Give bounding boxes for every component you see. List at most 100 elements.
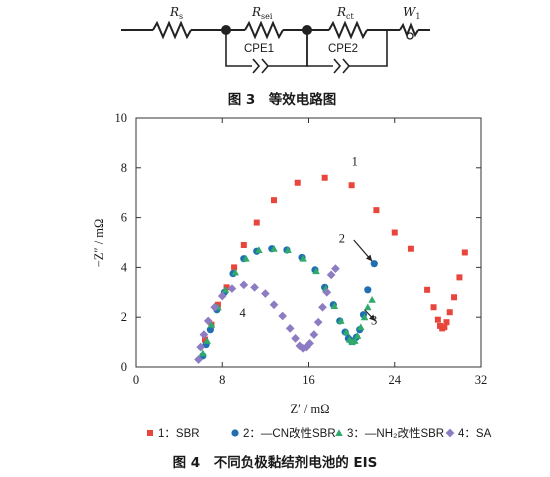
data-point-series-3 xyxy=(330,302,339,309)
plot-frame xyxy=(135,117,482,368)
legend: 1：SBR 2：—CN改性SBR 3：—NH₂改性SBR 4：SA xyxy=(147,426,492,440)
y-tick-label: 0 xyxy=(121,360,127,374)
resistor-rsei xyxy=(244,20,284,40)
data-point-series-3 xyxy=(231,268,239,276)
label-w1: W1 xyxy=(403,5,420,21)
data-point-series-3 xyxy=(221,286,230,293)
legend-label-4: 4：SA xyxy=(458,428,492,440)
annotation-4: 4 xyxy=(240,306,247,320)
data-point-series-3 xyxy=(364,303,372,311)
series-1 xyxy=(202,174,468,343)
y-tick-label: 4 xyxy=(121,260,128,274)
legend-label-2: 2：—CN改性SBR xyxy=(243,426,336,440)
data-point-series-1 xyxy=(202,336,208,343)
resistor-rs xyxy=(152,20,192,40)
data-point-series-2 xyxy=(364,286,372,294)
data-point-series-3 xyxy=(284,246,292,253)
legend-marker-3 xyxy=(335,429,343,436)
x-axis: 0 8 16 24 32 xyxy=(133,118,487,387)
equivalent-circuit: Rs Rsei Rct W1 CPE1 CPE2 xyxy=(121,5,430,74)
data-point-series-4 xyxy=(217,291,227,301)
data-point-series-1 xyxy=(253,219,260,226)
data-point-series-1 xyxy=(348,182,355,189)
annotation-3: 3 xyxy=(371,314,377,328)
data-point-series-3 xyxy=(255,246,263,253)
y-axis: 0 2 4 6 8 10 xyxy=(115,111,481,374)
data-point-series-1 xyxy=(456,274,463,281)
data-point-series-1 xyxy=(451,294,458,301)
data-point-series-3 xyxy=(270,244,278,252)
label-rsei: Rsei xyxy=(251,5,273,21)
data-point-series-3 xyxy=(351,337,359,344)
y-tick-label: 10 xyxy=(115,111,128,125)
figure4-caption: 图 4 不同负极黏结剂电池的 EIS xyxy=(173,454,378,471)
figure3-caption: 图 3 等效电路图 xyxy=(228,91,337,108)
legend-item-3: 3：—NH₂改性SBR xyxy=(335,426,444,440)
data-point-series-4 xyxy=(194,355,203,364)
resistor-rct xyxy=(328,20,368,40)
data-point-series-1 xyxy=(223,284,230,291)
cpe2-plate-1 xyxy=(333,58,342,74)
annotation-3-arrowhead xyxy=(369,314,376,321)
data-point-series-1 xyxy=(391,229,398,236)
legend-marker-4 xyxy=(445,428,455,438)
data-point-series-4 xyxy=(285,324,295,333)
legend-marker-1 xyxy=(147,430,153,436)
data-point-series-4 xyxy=(261,289,270,298)
data-point-series-3 xyxy=(368,296,376,303)
label-cpe1: CPE1 xyxy=(244,43,274,55)
data-point-series-4 xyxy=(269,300,279,310)
data-point-series-4 xyxy=(291,334,300,343)
data-point-series-4 xyxy=(227,284,237,293)
data-point-series-4 xyxy=(210,302,220,312)
data-point-series-4 xyxy=(199,330,209,339)
cpe1-plate-1 xyxy=(252,58,261,74)
data-point-series-1 xyxy=(424,286,431,293)
legend-item-2: 2：—CN改性SBR xyxy=(231,426,336,440)
data-point-series-1 xyxy=(271,197,277,204)
x-tick-label: 32 xyxy=(475,373,488,387)
legend-marker-2 xyxy=(231,429,239,437)
data-point-series-1 xyxy=(430,304,437,311)
data-point-series-4 xyxy=(196,342,206,352)
data-point-series-4 xyxy=(250,282,259,292)
cpe2-wire-right xyxy=(349,30,388,67)
series-3 xyxy=(199,244,376,357)
annotation-2-arrowhead xyxy=(365,254,373,262)
data-point-series-2 xyxy=(370,260,378,268)
series-layer xyxy=(194,174,468,364)
data-point-series-2 xyxy=(206,326,214,334)
annotation-2: 2 xyxy=(339,232,345,246)
y-axis-title: −Z″ / mΩ xyxy=(92,219,106,268)
data-point-series-3 xyxy=(207,320,216,328)
data-point-series-3 xyxy=(242,254,250,262)
warburg-mark xyxy=(406,32,414,40)
data-point-series-3 xyxy=(337,317,345,324)
data-point-series-1 xyxy=(321,174,328,181)
data-point-series-4 xyxy=(313,317,323,327)
x-axis-title: Z′ / mΩ xyxy=(290,402,329,416)
legend-label-3: 3：—NH₂改性SBR xyxy=(347,426,444,440)
data-point-series-3 xyxy=(312,267,320,275)
legend-label-1: 1：SBR xyxy=(158,428,200,440)
x-tick-label: 24 xyxy=(389,373,402,387)
data-point-series-3 xyxy=(360,313,369,321)
cpe2-wire-left xyxy=(306,30,333,67)
data-point-series-3 xyxy=(203,337,211,344)
label-rct: Rct xyxy=(336,5,355,21)
data-point-series-1 xyxy=(461,249,468,256)
legend-item-4: 4：SA xyxy=(445,428,492,440)
data-point-series-1 xyxy=(294,179,301,186)
x-tick-label: 16 xyxy=(302,373,315,387)
y-tick-label: 6 xyxy=(121,211,127,225)
data-point-series-1 xyxy=(434,316,441,323)
data-point-series-4 xyxy=(278,311,287,321)
data-point-series-1 xyxy=(231,264,238,271)
label-cpe2: CPE2 xyxy=(328,43,358,55)
data-point-series-4 xyxy=(305,338,314,348)
data-point-series-4 xyxy=(331,264,340,273)
data-point-series-3 xyxy=(342,328,350,336)
legend-item-1: 1：SBR xyxy=(147,428,200,440)
